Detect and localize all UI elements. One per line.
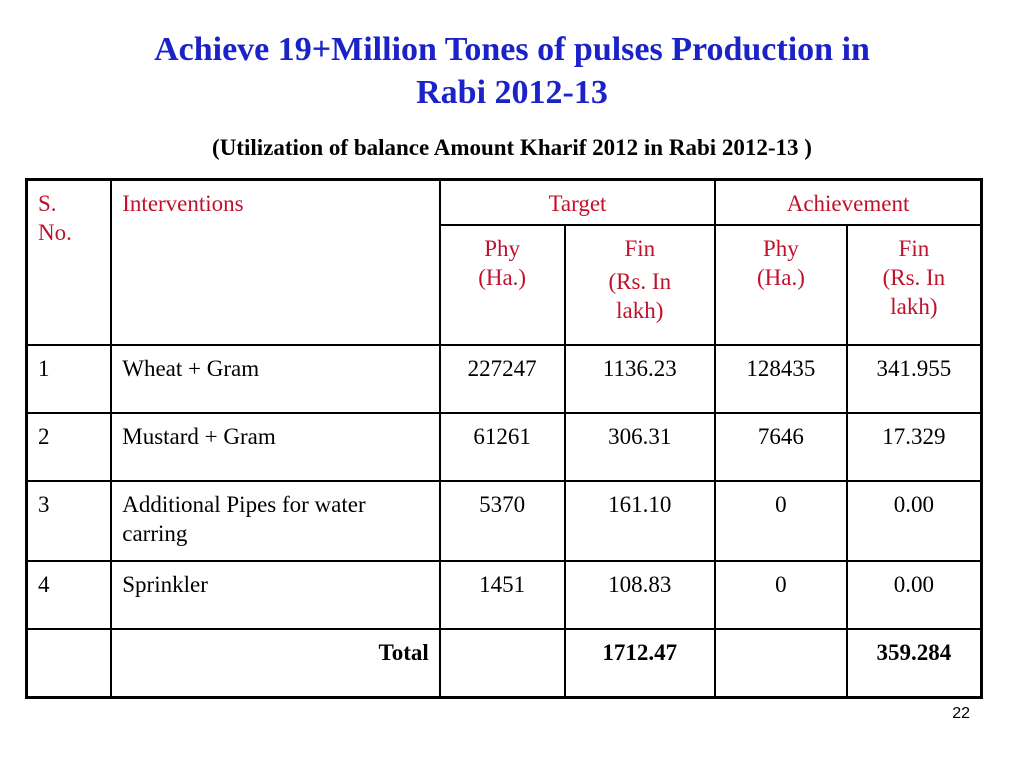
cell-total-ach-fin: 359.284 <box>845 628 983 698</box>
cell-ach-fin: 341.955 <box>845 344 983 414</box>
slide-title: Achieve 19+Million Tones of pulses Produ… <box>0 28 1024 114</box>
table-row: 4 Sprinkler 1451 108.83 0 0.00 <box>25 560 983 630</box>
table-row: 3 Additional Pipes for water carring 537… <box>25 480 983 562</box>
cell-target-fin: 108.83 <box>563 560 717 630</box>
cell-sno: 4 <box>25 560 113 630</box>
cell-intervention: Additional Pipes for water carring <box>110 480 441 562</box>
cell-sno: 3 <box>25 480 113 562</box>
header-ach-phy: Phy (Ha.) <box>714 224 848 346</box>
header-target-fin-line1: Fin <box>624 236 656 261</box>
slide-subtitle: (Utilization of balance Amount Kharif 20… <box>212 135 812 160</box>
cell-sno: 2 <box>25 412 113 482</box>
header-row-sub: Phy (Ha.) Fin (Rs. In lakh) Phy (Ha.) Fi… <box>27 224 983 346</box>
cell-ach-phy: 128435 <box>714 344 848 414</box>
header-ach-fin: Fin (Rs. In lakh) <box>845 224 983 346</box>
total-row: Total 1712.47 359.284 <box>25 628 983 698</box>
header-target-phy: Phy (Ha.) <box>438 224 566 346</box>
header-interventions: Interventions <box>110 178 441 346</box>
cell-target-phy: 1451 <box>438 560 566 630</box>
cell-target-fin: 1136.23 <box>563 344 717 414</box>
cell-ach-phy: 7646 <box>714 412 848 482</box>
cell-ach-phy: 0 <box>714 480 848 562</box>
header-target-fin-line2: (Rs. In <box>608 269 672 294</box>
header-target-fin: Fin (Rs. In lakh) <box>563 224 717 346</box>
page-number: 22 <box>952 705 970 722</box>
header-target-phy-line1: Phy <box>484 236 521 261</box>
cell-total-label: Total <box>110 628 441 698</box>
slide-title-line2: Rabi 2012-13 <box>416 74 608 111</box>
cell-intervention: Mustard + Gram <box>110 412 441 482</box>
header-ach-phy-line2: (Ha.) <box>756 265 805 290</box>
cell-total-ach-phy-empty <box>714 628 848 698</box>
cell-ach-fin: 0.00 <box>845 480 983 562</box>
cell-total-target-fin: 1712.47 <box>563 628 717 698</box>
cell-target-fin: 161.10 <box>563 480 717 562</box>
interventions-table: S. No. Interventions Target Achievement … <box>25 178 983 699</box>
header-ach-fin-line2: (Rs. In <box>882 265 946 290</box>
header-target-phy-line2: (Ha.) <box>478 265 527 290</box>
cell-sno: 1 <box>25 344 113 414</box>
cell-intervention: Wheat + Gram <box>110 344 441 414</box>
cell-ach-fin: 0.00 <box>845 560 983 630</box>
cell-target-phy: 61261 <box>438 412 566 482</box>
slide-title-line1: Achieve 19+Million Tones of pulses Produ… <box>154 31 870 68</box>
header-target-fin-line3: lakh) <box>616 298 664 323</box>
cell-ach-phy: 0 <box>714 560 848 630</box>
table-row: 1 Wheat + Gram 227247 1136.23 128435 341… <box>25 344 983 414</box>
cell-ach-fin: 17.329 <box>845 412 983 482</box>
header-ach-fin-line1: Fin <box>898 236 930 261</box>
header-target: Target <box>438 178 717 226</box>
header-ach-fin-line3: lakh) <box>890 294 938 319</box>
cell-target-fin: 306.31 <box>563 412 717 482</box>
header-ach-phy-line1: Phy <box>763 236 799 261</box>
cell-target-phy: 227247 <box>438 344 566 414</box>
header-sno-line2: No. <box>38 220 72 245</box>
cell-intervention: Sprinkler <box>110 560 441 630</box>
header-achievement: Achievement <box>714 178 983 226</box>
header-row-top: S. No. Interventions Target Achievement <box>25 178 983 346</box>
table-row: 2 Mustard + Gram 61261 306.31 7646 17.32… <box>25 412 983 482</box>
cell-total-sno-empty <box>25 628 113 698</box>
header-sno: S. No. <box>25 178 113 346</box>
header-sno-line1: S. <box>38 191 57 216</box>
cell-target-phy: 5370 <box>438 480 566 562</box>
cell-total-target-phy-empty <box>438 628 566 698</box>
